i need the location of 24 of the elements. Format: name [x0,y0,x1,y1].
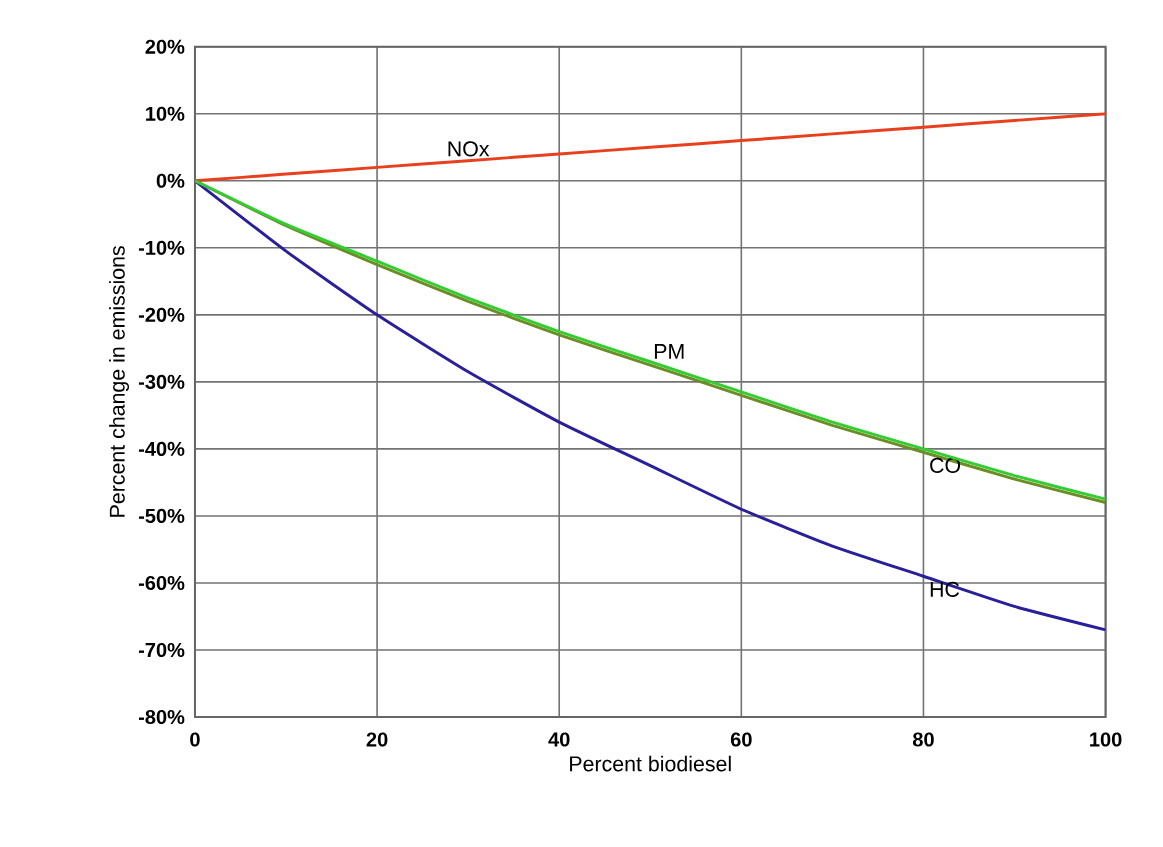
y-tick-label: -10% [138,240,185,256]
x-tick-label: 20 [366,732,388,747]
y-tick-label: -70% [138,643,185,658]
y-tick-label: -20% [138,308,185,323]
y-tick-label: -30% [138,375,185,390]
y-tick-label: 10% [146,106,185,122]
y-tick-label: -50% [138,509,185,524]
line-series [194,112,1106,183]
series-label: PM [654,344,684,360]
x-axis-title: Percent biodiesel [570,755,731,772]
x-tick-label: 80 [912,732,934,747]
y-tick-label: -80% [138,710,185,725]
y-axis-title: Percent change in emissions [109,246,130,517]
y-tick-label: 20% [145,39,185,55]
series-label: CO [930,458,961,474]
y-tick-label: 0% [156,173,185,189]
x-tick-label: 60 [730,732,752,747]
x-tick-label: 0 [190,732,200,747]
y-tick-label: -60% [138,576,185,591]
y-tick-label: -40% [138,442,185,457]
series-label: NOx [448,141,490,157]
x-tick-label: 40 [548,732,570,747]
x-tick-label: 100 [1090,732,1122,747]
series-label: HC [930,582,960,598]
